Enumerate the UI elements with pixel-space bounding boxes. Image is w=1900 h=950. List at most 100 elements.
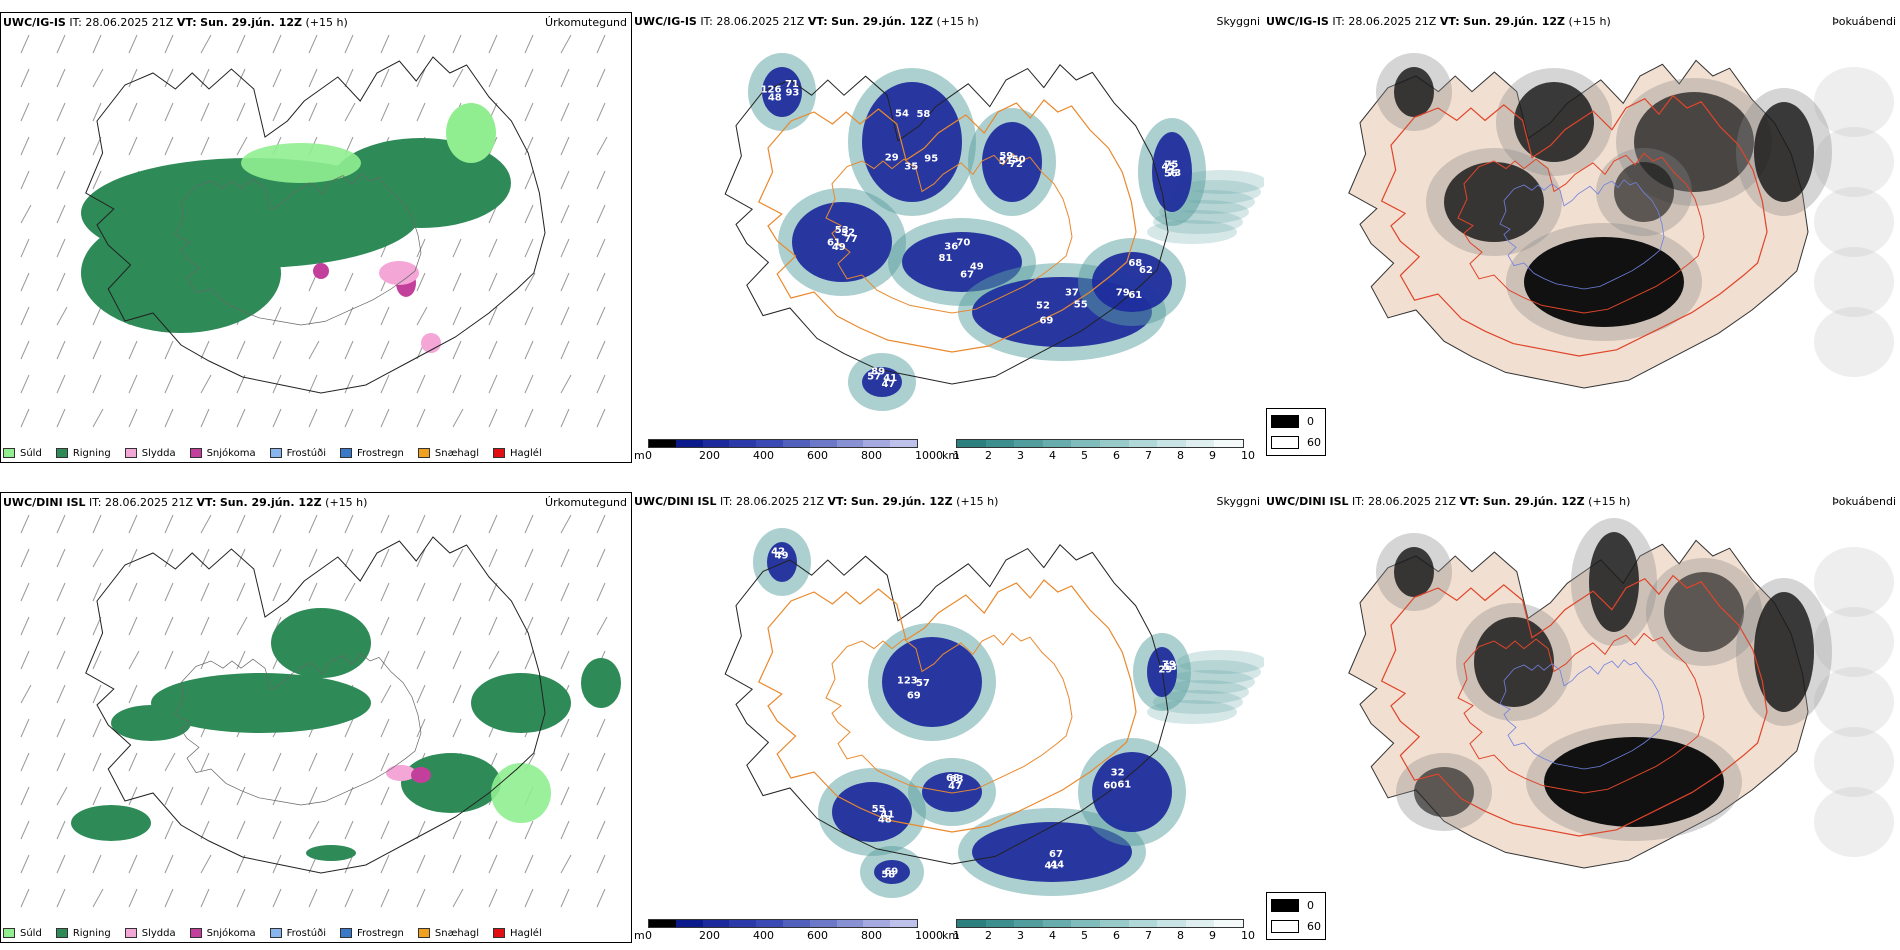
wind-barb	[380, 514, 390, 534]
colorbar-tick: 4	[1049, 449, 1056, 462]
wind-barb	[20, 408, 30, 428]
cloud-base-value: 73	[1167, 168, 1181, 179]
wind-barb	[524, 514, 534, 534]
cloud-panel-bottom: UWC/DINI ISL IT: 28.06.2025 21Z VT: Sun.…	[632, 492, 1264, 943]
wind-barb	[128, 34, 138, 54]
wind-barb	[128, 374, 138, 394]
wind-barb	[380, 408, 390, 428]
wind-barb	[560, 786, 570, 806]
colorbar-tick: 4	[1049, 929, 1056, 942]
colorbar-segment	[1185, 920, 1215, 927]
visibility-label: Skyggni	[1216, 495, 1260, 508]
wind-barb	[452, 684, 462, 704]
legend-swatch	[3, 928, 15, 938]
cloud-base-value: 55	[872, 804, 886, 815]
cloud-base-value: 79	[1162, 660, 1176, 671]
legend-item: Snæhagl	[417, 928, 479, 939]
wind-barb	[20, 582, 30, 602]
wind-barb	[596, 68, 606, 88]
colorbar-segment	[649, 920, 676, 927]
wind-barb	[416, 514, 426, 534]
wind-barb	[92, 888, 104, 908]
fog-index-label: Þokuábendi	[1832, 495, 1896, 508]
panel-title: UWC/DINI ISL IT: 28.06.2025 21Z VT: Sun.…	[3, 496, 368, 509]
wind-barb	[200, 408, 210, 428]
cloud-base-value: 61	[1117, 780, 1131, 791]
wind-barb	[416, 650, 426, 670]
wind-barb	[236, 374, 246, 394]
wind-barb	[596, 888, 606, 908]
wind-barb	[164, 408, 174, 428]
colorbar-tick: 400	[753, 929, 774, 942]
roads	[1380, 574, 1768, 837]
wind-barb	[596, 204, 606, 224]
wind-barb	[344, 102, 356, 122]
colorbar-segment	[1128, 920, 1158, 927]
wind-barb	[380, 340, 390, 360]
colorbar-segment	[985, 920, 1015, 927]
cloud-base-value: 53	[1163, 662, 1177, 673]
colorbar-segment	[756, 920, 783, 927]
wind-barb	[452, 650, 462, 670]
colorbar-segment	[809, 920, 837, 927]
colorbar-segment	[782, 920, 810, 927]
fog-index-fields	[1376, 518, 1832, 841]
wind-barb	[596, 170, 606, 190]
wind-barb	[308, 374, 318, 394]
wind-barb	[56, 684, 66, 704]
wind-barb	[416, 854, 426, 874]
cloud-base-value: 126	[761, 85, 782, 96]
wind-barb	[488, 340, 498, 360]
wind-barb	[488, 650, 500, 670]
wind-barb	[272, 340, 282, 360]
wind-barb	[164, 548, 174, 568]
colorbar-tick: 1	[953, 449, 960, 462]
wind-barb	[488, 34, 498, 54]
wind-barb	[596, 340, 606, 360]
wind-barb	[416, 102, 426, 122]
wind-barb	[452, 582, 462, 602]
cloud-base-value: 32	[1111, 767, 1125, 778]
wind-barb	[596, 136, 608, 156]
wind-barb	[308, 786, 318, 806]
wind-barb	[452, 888, 464, 908]
fog-index-legend: 0 60	[1266, 408, 1326, 456]
wind-barb	[560, 102, 570, 122]
colorbar-segment	[985, 440, 1015, 447]
wind-barb	[560, 888, 570, 908]
cloud-base-value: 67	[1049, 849, 1063, 860]
wind-barb	[488, 514, 498, 534]
colorbar-segment	[1099, 440, 1129, 447]
legend-swatch	[269, 928, 282, 938]
wind-barb	[524, 582, 534, 602]
wind-barb	[596, 272, 606, 292]
colorbar-tick: 9	[1209, 929, 1216, 942]
colorbar-segment	[809, 440, 837, 447]
cloud-base-value: 47	[881, 379, 895, 390]
wind-barb	[524, 650, 534, 670]
wind-barb	[416, 34, 426, 54]
wind-barb	[596, 854, 606, 874]
wind-barb	[200, 616, 210, 636]
precip-type-label: Úrkomutegund	[545, 16, 627, 29]
wind-barb	[92, 68, 104, 88]
wind-barb	[128, 514, 138, 534]
wind-barb	[560, 136, 570, 156]
cloud-base-value: 63	[950, 774, 964, 785]
colorbar-segment	[836, 440, 864, 447]
wind-barb	[200, 340, 210, 360]
wind-barb	[20, 68, 30, 88]
legend-item: Slydda	[124, 928, 176, 939]
wind-barb	[344, 340, 354, 360]
wind-barb	[308, 306, 318, 326]
wind-barb	[524, 170, 534, 190]
cloud-base-value: 52	[841, 228, 855, 239]
wind-barb	[560, 374, 572, 394]
wind-barb	[308, 102, 318, 122]
cloud-map: 77 29 70 72 52 62 56 89 93 61 58 67 59 55 79 75 47 126 52 3…	[724, 53, 1264, 411]
wind-barb	[452, 820, 462, 840]
wind-barb	[56, 582, 66, 602]
cloud-base-value: 58	[916, 109, 930, 120]
colorbar-strip	[956, 919, 1244, 928]
wind-barb	[308, 820, 320, 840]
